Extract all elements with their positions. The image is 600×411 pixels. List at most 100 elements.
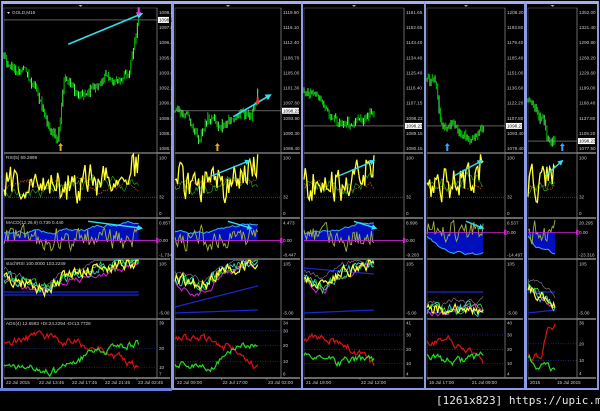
stoch-indicator-label: stochRSI 100.0000 103.2249 bbox=[6, 261, 66, 266]
rsi-trend-arrow[interactable] bbox=[211, 159, 251, 177]
rsi-line bbox=[3, 152, 140, 204]
macd-axis-label: 0.00 bbox=[507, 230, 516, 235]
window-title-bar[interactable] bbox=[173, 1, 302, 4]
chart-window-5[interactable]: 1352.00 1321.40 1290.80 1260.20 1229.60 1199.… bbox=[525, 1, 599, 390]
price-axis-label: 1107.80 bbox=[507, 116, 524, 121]
candles bbox=[303, 87, 375, 130]
dropdown-triangle-icon[interactable] bbox=[7, 12, 10, 14]
macd-axis-label: 20.295 bbox=[579, 220, 593, 225]
stoch-rsi-line bbox=[527, 283, 556, 310]
current-price-tag bbox=[506, 122, 522, 129]
rsi-line bbox=[174, 154, 259, 204]
window-bottom-bar bbox=[0, 388, 172, 391]
price-axis-label: 1089.50 bbox=[159, 116, 176, 121]
price-axis-label: 1116.40 bbox=[406, 86, 422, 91]
shift-marker-icon[interactable] bbox=[226, 5, 230, 7]
current-price-tag bbox=[405, 122, 422, 129]
macd-trend-arrow[interactable] bbox=[88, 220, 144, 231]
adx-minus-di-line bbox=[527, 323, 556, 362]
price-axis-label: 1119.60 bbox=[283, 10, 299, 15]
current-price-label: 1098.23 bbox=[579, 139, 596, 144]
adx-axis-label: 39 bbox=[159, 321, 165, 326]
rsi-trend-arrow[interactable] bbox=[544, 159, 564, 177]
macd-histogram-area bbox=[175, 223, 258, 241]
rsi-line bbox=[426, 154, 484, 203]
price-axis-label: 1152.65 bbox=[406, 25, 423, 30]
chart-window-3[interactable]: 1161.65 1152.65 1143.40 1134.40 1125.40 1116.… bbox=[301, 1, 426, 390]
rsi-axis-label: 32 bbox=[507, 195, 513, 200]
stoch-level-line bbox=[303, 267, 375, 275]
macd-axis-label: -23.316 bbox=[579, 252, 595, 257]
price-axis-label: 1086.40 bbox=[283, 146, 300, 151]
trend-arrow[interactable] bbox=[232, 94, 272, 118]
price-axis-label: 1352.00 bbox=[579, 10, 596, 15]
price-axis-label: 1093.90 bbox=[283, 116, 300, 121]
macd-axis-label: 0.857 bbox=[159, 220, 171, 225]
rsi-indicator-label: RSI(5) 69.2899 bbox=[6, 155, 38, 160]
current-price-tag bbox=[578, 138, 595, 145]
price-axis-label: 1161.65 bbox=[406, 10, 423, 15]
stoch-k-line bbox=[426, 302, 484, 316]
buy-arrow-icon bbox=[559, 143, 565, 151]
stoch-d-line bbox=[303, 259, 375, 291]
adx-axis-label: 6 bbox=[283, 371, 286, 376]
window-frame bbox=[301, 1, 426, 390]
time-axis-label: 23 Jul 02:00 bbox=[268, 380, 293, 385]
rsi-trend-arrow[interactable] bbox=[453, 160, 483, 177]
macd-indicator-label: MACD(12,26,9) 0.739 0.440 bbox=[6, 220, 64, 225]
stoch-axis-label: 105 bbox=[159, 261, 167, 266]
macd-trend-arrow[interactable] bbox=[465, 220, 485, 230]
stoch-axis-label: -5.00 bbox=[283, 311, 294, 316]
macd-axis-label: 0.00 bbox=[406, 238, 415, 243]
window-title-bar[interactable] bbox=[2, 1, 172, 4]
window-title-bar[interactable] bbox=[526, 1, 598, 4]
price-axis-label: 1089.15 bbox=[406, 131, 423, 136]
time-axis-label: 22 Jul 12:00 bbox=[361, 380, 386, 385]
trend-arrow[interactable] bbox=[67, 12, 144, 45]
stoch-axis-label: -5.00 bbox=[507, 311, 518, 316]
time-axis-label: 22 Jul 17:45 bbox=[72, 380, 97, 385]
adx-axis-label: 30 bbox=[507, 332, 513, 337]
adx-axis-label: 4 bbox=[507, 371, 510, 376]
sell-arrow-icon bbox=[136, 7, 142, 16]
price-axis-label: 1112.40 bbox=[283, 40, 299, 45]
adx-axis-label: 40 bbox=[507, 321, 513, 326]
time-axis-label: 21 Jul 09:00 bbox=[472, 380, 497, 385]
price-axis-label: 1096.40 bbox=[159, 40, 176, 45]
stoch-rsi-line bbox=[303, 259, 375, 290]
rsi-axis-label: 100 bbox=[507, 156, 515, 161]
shift-marker-icon[interactable] bbox=[352, 5, 356, 7]
chart-window-4[interactable]: 1208.20 1193.80 1179.40 1165.40 1151.00 1136.… bbox=[424, 1, 526, 390]
price-axis-label: 1108.70 bbox=[283, 55, 300, 60]
price-axis-label: 1125.40 bbox=[406, 70, 423, 75]
candles bbox=[174, 88, 259, 145]
macd-signal-line bbox=[3, 222, 140, 253]
window-title-bar[interactable] bbox=[425, 1, 525, 4]
rsi-trend-arrow[interactable] bbox=[338, 159, 376, 177]
adx-axis-label: 36 bbox=[579, 321, 585, 326]
macd-trend-arrow[interactable] bbox=[227, 220, 253, 230]
time-axis-label: 22 Jul 17:00 bbox=[223, 380, 248, 385]
price-axis-label: 1260.20 bbox=[579, 55, 596, 60]
rsi-line bbox=[303, 155, 375, 203]
chart-window-2[interactable]: 1119.60 1116.10 1112.40 1108.70 1105.00 1101.… bbox=[172, 1, 303, 390]
shift-marker-icon[interactable] bbox=[550, 5, 555, 7]
price-axis-label: 1165.40 bbox=[507, 55, 524, 60]
macd-trend-arrow[interactable] bbox=[353, 220, 378, 230]
adx-axis-label: 41 bbox=[406, 321, 412, 326]
chart-window-1[interactable]: 1099.15 1097.80 1096.40 1095.00 1093.65 1092.… bbox=[1, 1, 176, 390]
adx-axis-label: 20 bbox=[283, 343, 289, 348]
shift-marker-icon[interactable] bbox=[78, 5, 83, 7]
price-axis-label: 1080.15 bbox=[406, 146, 423, 151]
price-axis-label: 1168.40 bbox=[579, 101, 596, 106]
stoch-k-line bbox=[174, 259, 258, 292]
macd-axis-label: 8.996 bbox=[406, 220, 418, 225]
adx-axis-label: 7 bbox=[159, 371, 162, 376]
adx-axis-label: 30 bbox=[283, 328, 289, 333]
window-title-bar[interactable] bbox=[302, 1, 425, 4]
shift-marker-icon[interactable] bbox=[464, 5, 468, 7]
price-axis-label: 1098.23 bbox=[406, 116, 423, 121]
price-axis-label: 1143.40 bbox=[406, 40, 423, 45]
adx-plus-di-line bbox=[426, 351, 484, 367]
